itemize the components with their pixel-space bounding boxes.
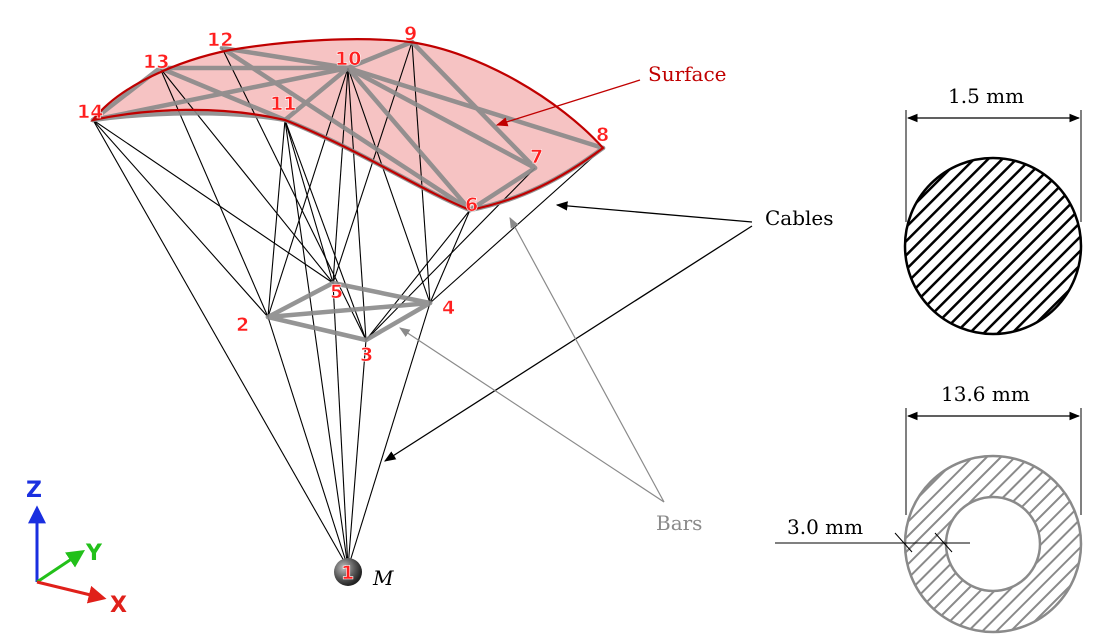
surface-edge: [90, 38, 605, 212]
node-label-4: 4: [442, 297, 455, 319]
axis-x-label: X: [110, 593, 127, 618]
node-label-13: 13: [143, 51, 169, 73]
node-label-1: 1: [341, 562, 354, 584]
bar-outer-diameter-label: 13.6 mm: [941, 382, 1030, 406]
node-label-9: 9: [404, 23, 417, 45]
node-label-6: 6: [465, 194, 478, 216]
axis-triad: Z Y X: [26, 478, 127, 618]
cable-cross-section: 1.5 mm: [903, 84, 1083, 336]
surface-label: Surface: [648, 62, 727, 86]
node-label-5: 5: [330, 281, 343, 303]
cables-arrow-top: [555, 201, 753, 223]
node-label-10: 10: [335, 48, 361, 70]
node-label-14: 14: [77, 101, 103, 123]
cable-diameter-label: 1.5 mm: [948, 84, 1024, 108]
node-label-11: 11: [270, 93, 296, 115]
bar-wall-thickness-label: 3.0 mm: [787, 515, 863, 539]
node-labels: 1 2 3 4 5 6 7 8 9 10 11 12 13 14: [77, 23, 610, 585]
node-label-7: 7: [530, 146, 543, 168]
cables: [92, 41, 604, 569]
node-label-3: 3: [360, 344, 373, 366]
surface-arrow: [495, 79, 641, 127]
bars-arrow-bottom: [399, 327, 665, 503]
cables-label: Cables: [765, 206, 834, 230]
node-label-8: 8: [596, 124, 609, 146]
node-label-12: 12: [207, 29, 233, 51]
bars: [90, 39, 606, 343]
bars-label: Bars: [656, 511, 702, 535]
axis-z-label: Z: [26, 478, 42, 503]
mass-label: M: [372, 566, 394, 590]
bars-arrow-top: [509, 217, 665, 503]
axis-y-label: Y: [85, 541, 103, 566]
bar-cross-section: 13.6 mm 3.0 mm: [775, 382, 1083, 634]
cables-arrow-bottom: [384, 225, 753, 462]
mass-ball: [334, 558, 362, 586]
surface-canopy: [93, 39, 603, 210]
node-label-2: 2: [236, 314, 249, 336]
